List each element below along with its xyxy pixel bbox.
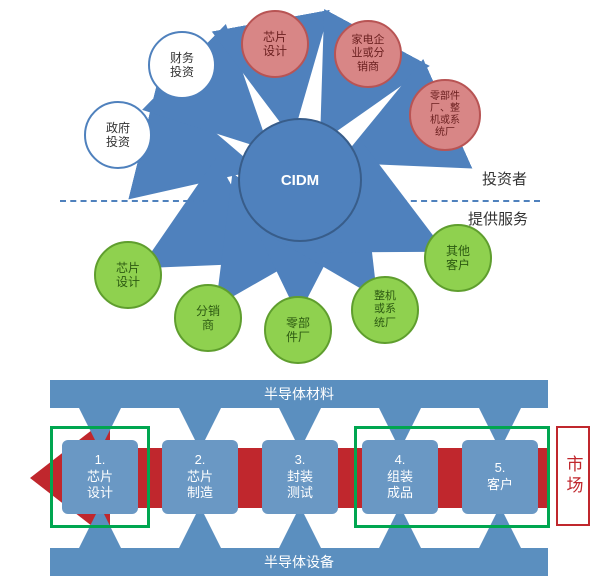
- flow-step-label: 芯片 制造: [187, 469, 213, 503]
- investor-node-label: 家电企 业或分 销商: [352, 34, 385, 74]
- investor-node-label: 芯片 设计: [263, 30, 287, 59]
- service-node-1: 分销 商: [174, 284, 242, 352]
- central-node-label: CIDM: [281, 172, 319, 189]
- flow-step-3: 3.封装 测试: [262, 440, 338, 514]
- investor-node-0: 政府 投资: [84, 101, 152, 169]
- service-node-label: 分销 商: [196, 304, 220, 333]
- bar-materials-label: 半导体材料: [264, 384, 334, 404]
- highlight-box-1: [354, 426, 550, 528]
- flow-step-number: 2.: [195, 452, 206, 469]
- label-services: 提供服务: [468, 208, 528, 229]
- service-node-3: 整机 或系 统厂: [351, 276, 419, 344]
- bar-materials: 半导体材料: [50, 380, 548, 408]
- investor-node-3: 家电企 业或分 销商: [334, 20, 402, 88]
- supply-chain-diagram: 半导体材料 半导体设备 1.芯片 设计2.芯片 制造3.封装 测试4.组装 成品…: [0, 380, 600, 580]
- investor-node-label: 财务 投资: [170, 51, 194, 80]
- investor-node-1: 财务 投资: [148, 31, 216, 99]
- market-box: 市场: [556, 426, 590, 526]
- service-node-4: 其他 客户: [424, 224, 492, 292]
- flow-step-label: 封装 测试: [287, 469, 313, 503]
- service-node-label: 芯片 设计: [116, 261, 140, 290]
- flow-step-number: 3.: [295, 452, 306, 469]
- label-investors: 投资者: [482, 168, 527, 189]
- bar-equipment-label: 半导体设备: [264, 552, 334, 572]
- cidm-radial-diagram: CIDM 政府 投资财务 投资芯片 设计家电企 业或分 销商零部件 厂、整 机或…: [0, 0, 600, 360]
- market-box-label: 市场: [561, 455, 586, 497]
- bar-equipment: 半导体设备: [50, 548, 548, 576]
- service-node-label: 零部 件厂: [286, 316, 310, 345]
- divider-dashed-right: [380, 200, 540, 202]
- service-node-label: 其他 客户: [446, 244, 470, 273]
- service-node-2: 零部 件厂: [264, 296, 332, 364]
- service-node-label: 整机 或系 统厂: [374, 290, 396, 330]
- divider-dashed-left: [60, 200, 220, 202]
- investor-node-label: 零部件 厂、整 机或系 统厂: [430, 91, 460, 139]
- investor-node-2: 芯片 设计: [241, 10, 309, 78]
- investor-node-4: 零部件 厂、整 机或系 统厂: [409, 79, 481, 151]
- highlight-box-0: [50, 426, 150, 528]
- service-node-0: 芯片 设计: [94, 241, 162, 309]
- central-node-cidm: CIDM: [238, 118, 362, 242]
- investor-node-label: 政府 投资: [106, 121, 130, 150]
- flow-step-2: 2.芯片 制造: [162, 440, 238, 514]
